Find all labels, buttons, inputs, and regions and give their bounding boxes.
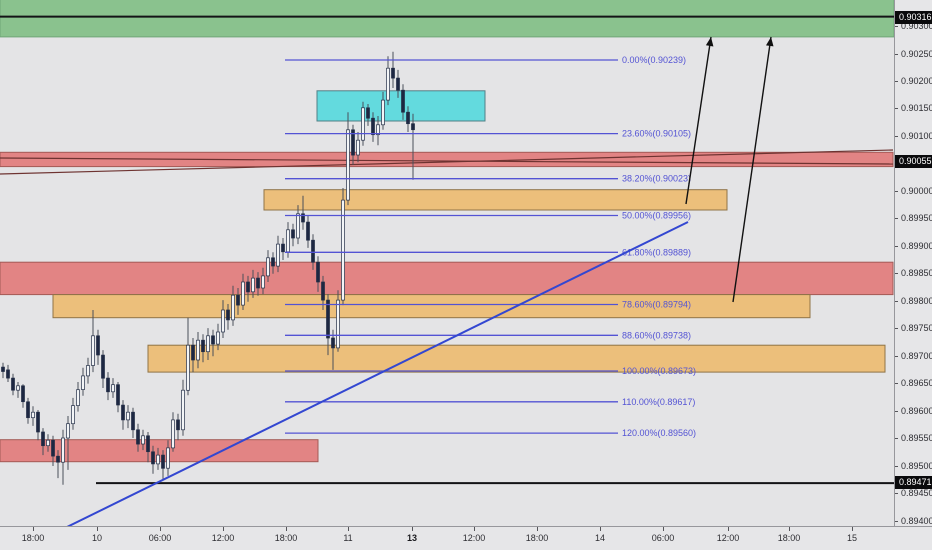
time-axis-label: 18:00 (777, 533, 801, 543)
time-axis-label: 13 (406, 533, 418, 543)
channel-line-upper[interactable] (0, 157, 894, 165)
projection-arrow-2[interactable] (732, 36, 774, 303)
time-axis-tick (33, 527, 34, 531)
time-axis-label: 14 (594, 533, 606, 543)
price-axis-label: 0.89550 (895, 433, 932, 444)
price-axis-label: 0.89400 (895, 515, 932, 526)
fib-label: 61.80%(0.89889) (622, 247, 691, 257)
price-axis-label: 0.89600 (895, 405, 932, 416)
fib-label: 23.60%(0.90105) (622, 129, 691, 139)
fib-label: 78.60%(0.89794) (622, 300, 691, 310)
time-axis-label: 06:00 (148, 533, 172, 543)
fib-label: 110.00%(0.89617) (622, 397, 695, 407)
time-axis-tick (537, 527, 538, 531)
time-axis-label: 11 (343, 533, 353, 543)
price-axis-label: 0.90150 (895, 103, 932, 114)
fib-label: 100.00%(0.89673) (622, 366, 696, 376)
cyan-box[interactable] (316, 90, 486, 122)
time-axis-label: 10 (91, 533, 103, 543)
time-axis-label: 18:00 (525, 533, 549, 543)
fib-label: 120.00%(0.89560) (622, 428, 696, 438)
time-axis-tick (600, 527, 601, 531)
time-axis-tick (663, 527, 664, 531)
price-axis-label: 0.89850 (895, 268, 932, 279)
time-axis-label: 18:00 (21, 533, 45, 543)
price-axis-label: 0.90300 (895, 21, 932, 31)
time-axis-label: 12:00 (716, 533, 740, 543)
time-axis-tick (286, 527, 287, 531)
price-badge: 0.89471 (895, 475, 932, 489)
ascending-trendline[interactable] (66, 221, 689, 526)
time-axis-tick (412, 527, 413, 531)
fib-label: 50.00%(0.89956) (622, 211, 691, 221)
time-axis[interactable]: 18:00 10 06:00 12:00 18:00 11 13 12:00 18:00 14 06… (0, 526, 932, 550)
fib-label: 38.20%(0.90023) (622, 174, 691, 184)
time-axis-tick (852, 527, 853, 531)
price-badge: 0.90055 (895, 154, 932, 168)
price-axis-label: 0.89800 (895, 295, 932, 306)
orange-zone-786pct[interactable] (52, 294, 811, 319)
time-axis-tick (97, 527, 98, 531)
time-axis-label: 06:00 (651, 533, 675, 543)
time-axis-label: 18:00 (274, 533, 298, 543)
fib-label: 0.00%(0.90239) (622, 55, 686, 65)
time-axis-label: 12:00 (462, 533, 486, 543)
time-axis-label: 15 (846, 533, 858, 543)
time-axis-tick (160, 527, 161, 531)
orange-zone-100pct[interactable] (147, 344, 886, 373)
price-axis-label: 0.89700 (895, 350, 932, 361)
price-axis-label: 0.89750 (895, 323, 932, 334)
time-axis-tick (223, 527, 224, 531)
time-axis-tick (474, 527, 475, 531)
time-axis-tick (348, 527, 349, 531)
supply-zone-green[interactable] (0, 0, 894, 38)
price-axis[interactable]: 0.90300 0.90250 0.90200 0.90150 0.90100 0.900… (894, 0, 932, 550)
price-axis-label: 0.89450 (895, 488, 932, 498)
red-zone-89850[interactable] (0, 261, 894, 296)
price-axis-label: 0.89500 (895, 460, 932, 471)
fib-label: 88.60%(0.89738) (622, 330, 691, 340)
time-axis-tick (789, 527, 790, 531)
price-axis-label: 0.89650 (895, 378, 932, 389)
price-axis-label: 0.89950 (895, 213, 932, 224)
price-badge: 0.90316 (895, 11, 932, 25)
price-chart-canvas[interactable]: 0.00%(0.90239) 23.60%(0.90105) 38.20%(0.90… (0, 0, 894, 526)
price-axis-label: 0.90100 (895, 130, 932, 141)
price-axis-label: 0.90250 (895, 48, 932, 59)
projection-arrow-1[interactable] (685, 36, 714, 205)
channel-line-lower[interactable] (0, 149, 894, 175)
price-axis-label: 0.90200 (895, 75, 932, 86)
price-axis-label: 0.89900 (895, 240, 932, 251)
orange-zone-50pct[interactable] (263, 189, 728, 211)
time-axis-label: 12:00 (211, 533, 235, 543)
candles-layer (1, 51, 415, 485)
time-axis-tick (728, 527, 729, 531)
price-axis-label: 0.90000 (895, 185, 932, 196)
